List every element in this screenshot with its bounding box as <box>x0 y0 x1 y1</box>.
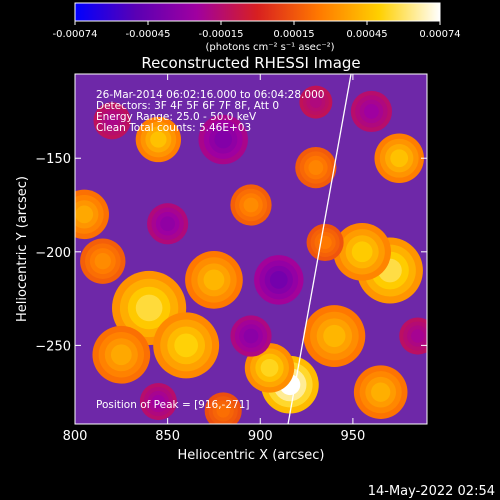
colorbar-tick-label: -0.00045 <box>126 29 171 40</box>
x-tick-label: 850 <box>155 429 180 444</box>
heatmap-blob <box>243 328 259 344</box>
x-axis-label: Heliocentric X (arcsec) <box>178 448 325 463</box>
heatmap <box>75 85 427 424</box>
y-tick-label: −150 <box>35 152 71 167</box>
y-axis-label: Heliocentric Y (arcsec) <box>15 176 30 322</box>
colorbar <box>74 2 441 22</box>
heatmap-blob <box>216 404 230 418</box>
heatmap-blob <box>160 216 176 232</box>
colorbar-tick-label: 0.00045 <box>346 29 387 40</box>
y-tick-label: −250 <box>35 339 71 354</box>
y-tick-label: −200 <box>35 246 71 261</box>
heatmap-blob <box>105 114 119 128</box>
x-tick-label: 900 <box>248 429 273 444</box>
heatmap-blob <box>309 96 322 109</box>
heatmap-blob <box>150 131 167 148</box>
plot-frame <box>74 73 428 425</box>
heatmap-blob <box>151 394 166 409</box>
heatmap-blob <box>203 269 225 291</box>
heatmap-blob <box>243 197 259 213</box>
axis-ticks: 800 850 900 950 −150 −200 −250 <box>35 74 427 444</box>
heatmap-blob <box>110 344 132 366</box>
heatmap-blob <box>411 329 425 343</box>
heatmap-blob <box>135 294 163 322</box>
solar-limb-line <box>287 74 352 424</box>
colorbar-tick-label: -0.00074 <box>53 29 98 40</box>
peak-position-label: Position of Peak = [916,-271] <box>96 399 250 411</box>
colorbar-tick-label: -0.00015 <box>199 29 244 40</box>
heatmap-blob <box>260 358 279 377</box>
heatmap-blob <box>75 205 94 224</box>
x-tick-label: 800 <box>63 429 88 444</box>
heatmap-blob <box>269 270 288 289</box>
heatmap-blob <box>390 149 409 168</box>
colorbar-ticks: -0.00074 -0.00045 -0.00015 0.00015 0.00045 0.… <box>53 21 461 40</box>
info-line-clean: Clean Total counts: 5.46E+03 <box>96 122 251 134</box>
heatmap-blob <box>351 241 373 263</box>
x-tick-label: 950 <box>340 429 365 444</box>
colorbar-tick-label: 0.00015 <box>273 29 314 40</box>
timestamp: 14-May-2022 02:54 <box>368 484 495 499</box>
heatmap-blob <box>308 160 324 175</box>
info-line-energy: Energy Range: 25.0 - 50.0 keV <box>96 111 257 123</box>
info-line-time: 26-Mar-2014 06:02:16.000 to 06:04:28.000 <box>96 89 324 101</box>
heatmap-blob <box>364 104 379 119</box>
heatmap-blob <box>214 130 233 149</box>
info-line-detectors: Detectors: 3F 4F 5F 6F 7F 8F, Att 0 <box>96 100 279 112</box>
colorbar-tick-label: 0.00074 <box>419 29 460 40</box>
heatmap-blob <box>371 382 391 402</box>
heatmap-blob <box>323 324 346 348</box>
chart-title: Reconstructed RHESSI Image <box>141 54 360 72</box>
colorbar-unit-label: (photons cm⁻² s⁻¹ asec⁻²) <box>205 42 334 53</box>
heatmap-blob <box>174 333 199 358</box>
heatmap-blob <box>94 253 111 270</box>
